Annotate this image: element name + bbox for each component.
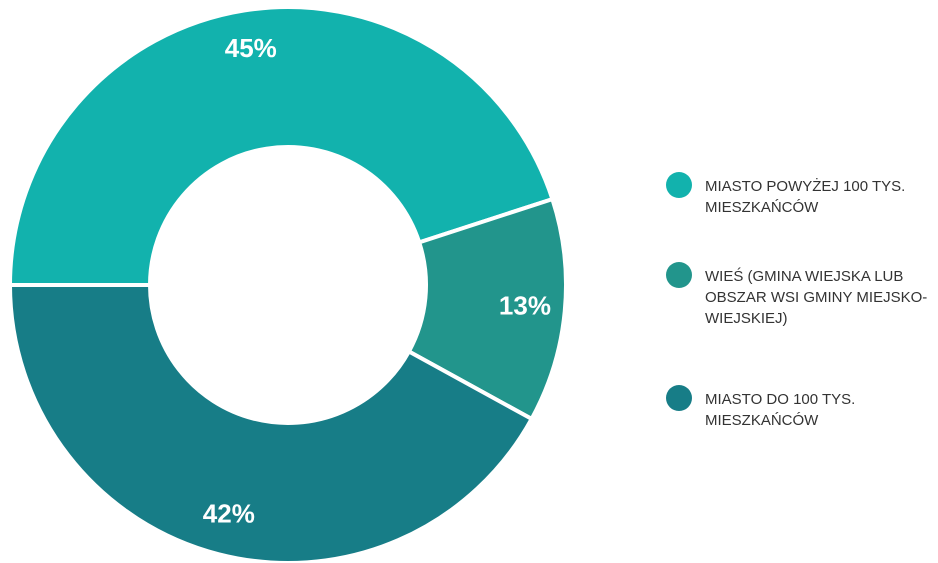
value-label: 42%	[203, 498, 255, 528]
value-label: 45%	[225, 33, 277, 63]
legend-marker	[666, 262, 692, 288]
slice	[406, 196, 568, 422]
value-label: 13%	[499, 290, 551, 320]
legend-marker	[666, 172, 692, 198]
slice	[7, 283, 535, 563]
slice	[7, 5, 555, 287]
legend-marker	[666, 385, 692, 411]
legend-label: WIEŚ (GMINA WIEJSKA LUB OBSZAR WSI GMINY…	[705, 268, 928, 327]
legend-label: MIASTO POWYŻEJ 100 TYS. MIESZKAŃCÓW	[705, 178, 906, 216]
legend-label: MIASTO DO 100 TYS. MIESZKAŃCÓW	[705, 391, 856, 429]
donut: 45% 13% 42%	[7, 5, 568, 563]
